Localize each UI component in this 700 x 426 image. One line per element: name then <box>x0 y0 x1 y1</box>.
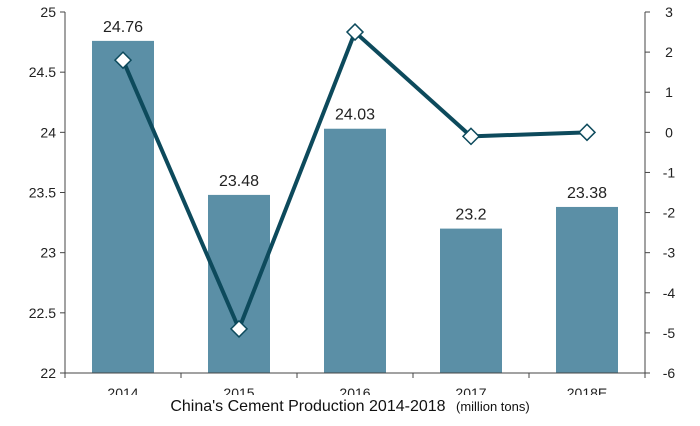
line-group <box>113 22 597 338</box>
y-right-tick-label: 1 <box>665 84 673 100</box>
x-tick-label-2016: 2016 <box>339 385 370 395</box>
x-tick-label-2014: 2014 <box>107 385 138 395</box>
bar-2018E <box>556 206 618 373</box>
y-left-tick-label: 24.5 <box>29 64 56 80</box>
data-label-2015: 23.48 <box>219 173 259 190</box>
data-label-2018E: 23.38 <box>567 185 607 202</box>
label-group: 24.76 23.48 24.03 23.2 23.38 <box>103 19 607 224</box>
y-right-tick-label: 2 <box>665 44 673 60</box>
data-label-2014: 24.76 <box>103 19 143 36</box>
y-right-tick-label: 0 <box>665 124 673 140</box>
x-tick-label-2015: 2015 <box>223 385 254 395</box>
bar-2015 <box>208 194 270 373</box>
growth-marker-2018E <box>577 123 597 142</box>
x-tick-label-2017: 2017 <box>455 385 486 395</box>
axes: 2222.52323.52424.525-6-5-4-3-2-101232014… <box>29 4 676 395</box>
chart-unit-note: (million tons) <box>456 399 530 414</box>
y-left-tick-label: 23.5 <box>29 185 56 201</box>
chart-caption: China's Cement Production 2014-2018 (mil… <box>0 398 700 416</box>
y-right-tick-label: -1 <box>663 164 676 180</box>
chart-title: China's Cement Production 2014-2018 <box>170 398 446 415</box>
bar-2014 <box>92 40 154 373</box>
y-left-tick-label: 25 <box>40 4 56 20</box>
growth-marker-2014 <box>113 51 133 70</box>
data-label-2017: 23.2 <box>455 207 486 224</box>
y-left-tick-label: 22.5 <box>29 305 56 321</box>
data-label-2016: 24.03 <box>335 107 375 124</box>
bar-2016 <box>324 128 386 373</box>
y-left-tick-label: 22 <box>40 365 56 381</box>
y-right-tick-label: -2 <box>663 205 676 221</box>
growth-marker-2017 <box>461 127 481 146</box>
y-left-tick-label: 23 <box>40 245 56 261</box>
y-right-tick-label: 3 <box>665 4 673 20</box>
growth-marker-2016 <box>345 22 365 42</box>
bar-group <box>92 40 618 373</box>
chart: 2222.52323.52424.525-6-5-4-3-2-101232014… <box>29 4 676 395</box>
y-left-tick-label: 24 <box>40 124 56 140</box>
y-right-tick-label: -5 <box>663 325 676 341</box>
y-right-tick-label: -6 <box>663 365 676 381</box>
y-right-tick-label: -3 <box>663 245 676 261</box>
bar-2017 <box>440 228 502 373</box>
x-tick-label-2018E: 2018E <box>567 385 607 395</box>
growth-marker-2015 <box>229 319 249 338</box>
y-right-tick-label: -4 <box>663 285 676 301</box>
